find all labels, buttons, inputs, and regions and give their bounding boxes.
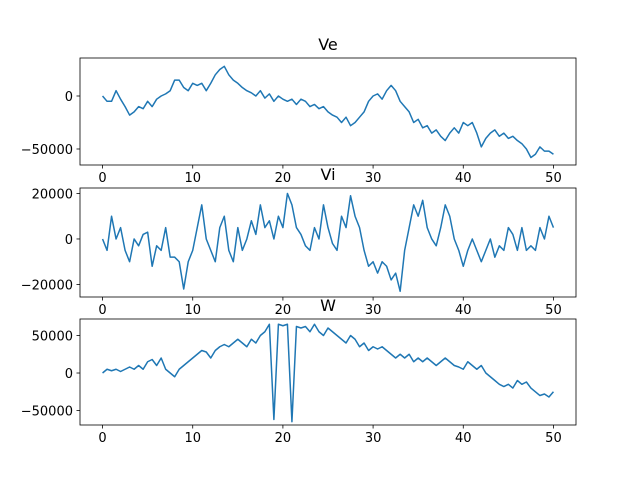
x-tick-label: 40: [455, 171, 472, 186]
y-tick-label: 0: [65, 367, 73, 382]
chart-title: W: [320, 296, 336, 315]
y-tick-label: 0: [65, 90, 73, 105]
data-line: [101, 65, 554, 159]
x-tick-label: 10: [184, 171, 201, 186]
x-tick-label: 0: [98, 171, 106, 186]
x-tick-label: 0: [98, 303, 106, 318]
x-tick-label: 40: [455, 431, 472, 446]
axes-frame: [79, 318, 577, 426]
x-tick-label: 20: [275, 171, 292, 186]
y-tick-label: 20000: [32, 187, 73, 202]
x-tick-label: 10: [184, 431, 201, 446]
y-tick-label: 0: [65, 233, 73, 248]
data-line: [101, 192, 555, 293]
x-tick-label: 10: [184, 303, 201, 318]
x-tick-label: 30: [365, 303, 382, 318]
x-tick-label: 50: [545, 171, 562, 186]
chart-title: Vi: [320, 165, 335, 184]
chart-title: Ve: [318, 35, 338, 54]
y-tick-label: −50000: [21, 405, 73, 420]
axes-frame: [79, 57, 577, 166]
y-tick-label: 50000: [32, 330, 73, 345]
x-tick-label: 20: [275, 431, 292, 446]
x-tick-label: 0: [98, 431, 106, 446]
x-tick-label: 50: [545, 431, 562, 446]
axes-frame: [79, 187, 577, 298]
x-tick-label: 30: [365, 431, 382, 446]
data-line: [102, 323, 555, 423]
x-tick-label: 50: [545, 303, 562, 318]
y-tick-label: −20000: [21, 278, 73, 293]
y-tick-label: −50000: [21, 143, 73, 158]
x-tick-label: 40: [455, 303, 472, 318]
x-tick-label: 20: [275, 303, 292, 318]
x-tick-label: 30: [365, 171, 382, 186]
